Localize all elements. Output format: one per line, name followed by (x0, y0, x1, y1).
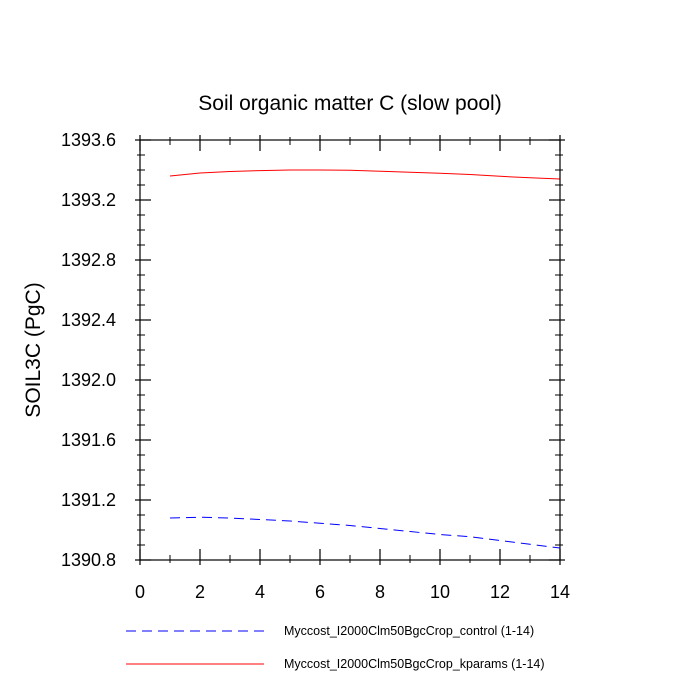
legend-label-2: Myccost_I2000Clm50BgcCrop_kparams (1-14) (284, 657, 545, 671)
y-tick-label: 1392.4 (61, 310, 116, 330)
x-tick-label: 8 (375, 582, 385, 602)
x-tick-label: 2 (195, 582, 205, 602)
y-axis-label: SOIL3C (PgC) (22, 282, 45, 417)
plot-frame (139, 139, 561, 561)
x-tick-label: 0 (135, 582, 145, 602)
x-tick-label: 4 (255, 582, 265, 602)
y-tick-label: 1393.6 (61, 130, 116, 150)
chart-title: Soil organic matter C (slow pool) (198, 92, 501, 115)
legend-label-1: Myccost_I2000Clm50BgcCrop_control (1-14) (284, 624, 534, 638)
series-line-1 (169, 516, 561, 549)
series-line-2 (169, 169, 561, 180)
y-tick-label: 1390.8 (61, 550, 116, 570)
y-tick-label: 1391.2 (61, 490, 116, 510)
y-tick-label: 1393.2 (61, 190, 116, 210)
x-tick-label: 10 (430, 582, 450, 602)
x-tick-label: 6 (315, 582, 325, 602)
y-tick-label: 1392.0 (61, 370, 116, 390)
x-tick-label: 14 (550, 582, 570, 602)
y-tick-label: 1391.6 (61, 430, 116, 450)
x-tick-label: 12 (490, 582, 510, 602)
y-tick-label: 1392.8 (61, 250, 116, 270)
